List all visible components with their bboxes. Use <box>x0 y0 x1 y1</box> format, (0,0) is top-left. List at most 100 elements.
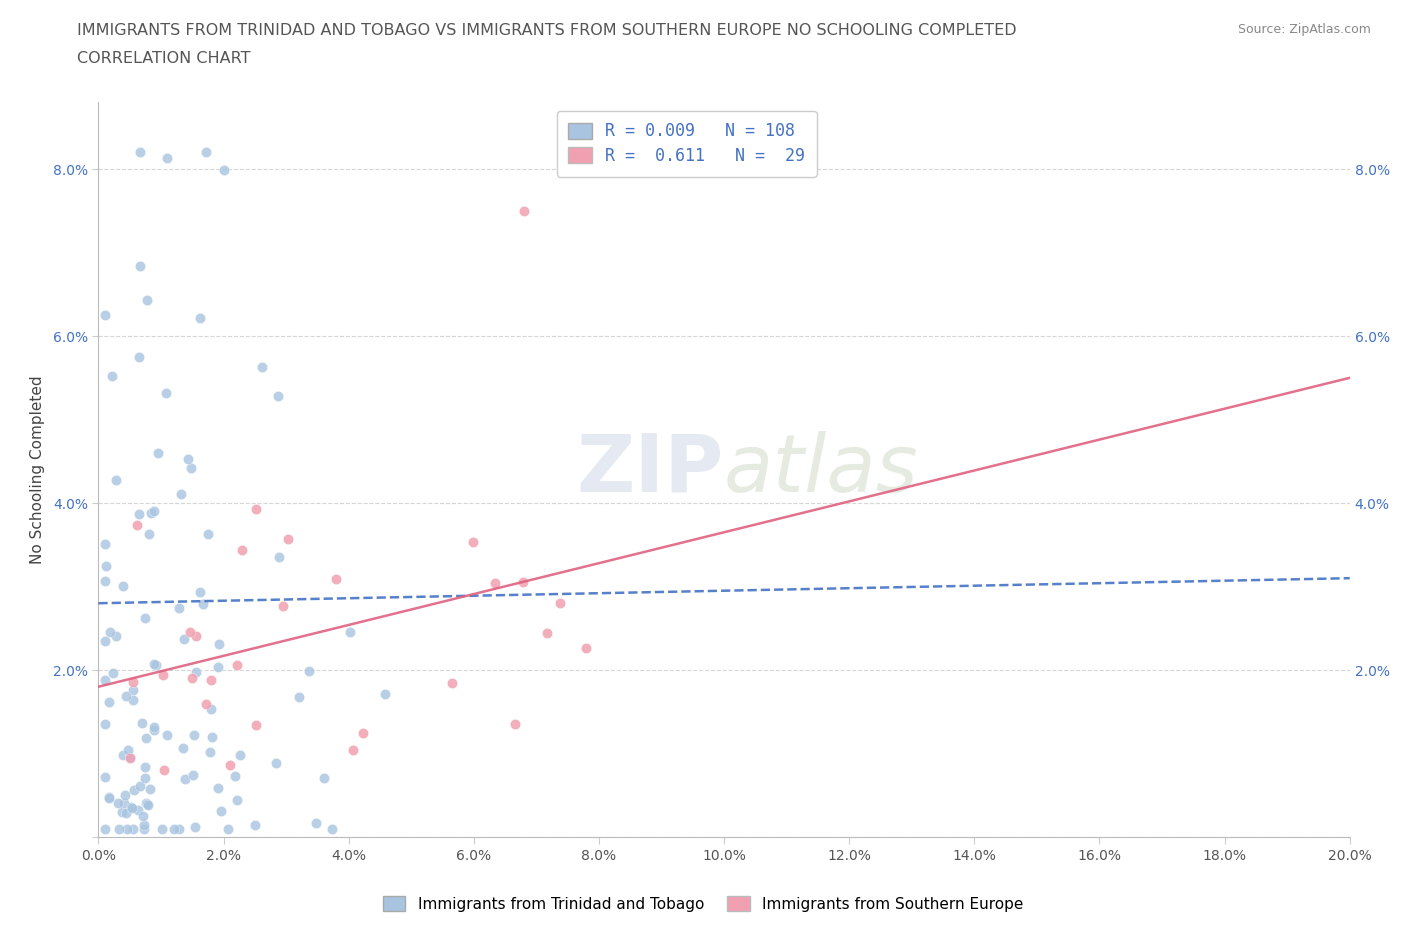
Legend: R = 0.009   N = 108, R =  0.611   N =  29: R = 0.009 N = 108, R = 0.611 N = 29 <box>557 111 817 177</box>
Point <box>312 771 335 786</box>
Point <box>321 821 343 836</box>
Point <box>177 451 200 466</box>
Point <box>200 701 222 716</box>
Point <box>104 629 127 644</box>
Point <box>143 503 166 518</box>
Point <box>266 756 288 771</box>
Point <box>93 307 115 322</box>
Point <box>200 745 222 760</box>
Point <box>146 445 169 460</box>
Point <box>267 389 290 404</box>
Point <box>183 727 205 742</box>
Point <box>163 821 186 836</box>
Point <box>173 771 195 786</box>
Point <box>94 558 117 573</box>
Point <box>201 729 224 744</box>
Y-axis label: No Schooling Completed: No Schooling Completed <box>30 376 45 564</box>
Point <box>252 360 274 375</box>
Point <box>118 751 141 765</box>
Point <box>136 796 159 811</box>
Point <box>352 725 374 740</box>
Point <box>167 821 190 836</box>
Point <box>111 804 134 819</box>
Point <box>111 747 134 762</box>
Point <box>181 767 204 782</box>
Point <box>267 550 290 565</box>
Point <box>271 599 294 614</box>
Point <box>143 723 166 737</box>
Point <box>218 757 240 772</box>
Point <box>207 781 229 796</box>
Point <box>208 637 231 652</box>
Point <box>93 770 115 785</box>
Point <box>134 760 156 775</box>
Point <box>461 535 484 550</box>
Point <box>93 821 115 836</box>
Point <box>184 629 207 644</box>
Point <box>134 770 156 785</box>
Text: Source: ZipAtlas.com: Source: ZipAtlas.com <box>1237 23 1371 36</box>
Point <box>122 674 145 689</box>
Point <box>120 800 142 815</box>
Point <box>339 625 361 640</box>
Point <box>101 368 124 383</box>
Point <box>93 633 115 648</box>
Point <box>135 293 157 308</box>
Point <box>122 683 145 698</box>
Point <box>173 631 195 646</box>
Point <box>142 720 165 735</box>
Point <box>131 715 153 730</box>
Text: ZIP: ZIP <box>576 431 724 509</box>
Point <box>191 596 214 611</box>
Point <box>305 816 328 830</box>
Point <box>127 803 149 817</box>
Point <box>195 697 218 711</box>
Point <box>277 531 299 546</box>
Point <box>503 716 526 731</box>
Point <box>186 664 208 679</box>
Point <box>170 486 193 501</box>
Point <box>122 693 145 708</box>
Point <box>112 795 135 810</box>
Point <box>138 526 160 541</box>
Legend: Immigrants from Trinidad and Tobago, Immigrants from Southern Europe: Immigrants from Trinidad and Tobago, Imm… <box>377 890 1029 918</box>
Point <box>115 806 138 821</box>
Point <box>134 610 156 625</box>
Text: atlas: atlas <box>724 431 920 509</box>
Point <box>212 163 235 178</box>
Point <box>225 792 247 807</box>
Point <box>209 804 232 818</box>
Point <box>93 672 115 687</box>
Point <box>114 787 136 802</box>
Point <box>536 625 558 640</box>
Point <box>143 657 166 671</box>
Point <box>107 795 129 810</box>
Point <box>153 763 176 777</box>
Point <box>374 686 396 701</box>
Point <box>167 601 190 616</box>
Point <box>224 769 246 784</box>
Point <box>128 350 150 365</box>
Text: CORRELATION CHART: CORRELATION CHART <box>77 51 250 66</box>
Text: IMMIGRANTS FROM TRINIDAD AND TOBAGO VS IMMIGRANTS FROM SOUTHERN EUROPE NO SCHOOL: IMMIGRANTS FROM TRINIDAD AND TOBAGO VS I… <box>77 23 1017 38</box>
Point <box>243 817 266 832</box>
Point <box>132 821 155 836</box>
Point <box>128 145 150 160</box>
Point <box>98 695 121 710</box>
Point <box>184 819 207 834</box>
Point <box>575 641 598 656</box>
Point <box>121 801 143 816</box>
Point <box>188 584 211 599</box>
Point <box>115 821 138 836</box>
Point <box>117 742 139 757</box>
Point <box>107 821 129 836</box>
Point <box>128 506 150 521</box>
Point <box>145 658 167 672</box>
Point <box>98 790 121 805</box>
Point <box>139 781 162 796</box>
Point <box>156 151 179 166</box>
Point <box>139 506 162 521</box>
Point <box>98 625 121 640</box>
Point <box>132 817 155 832</box>
Point <box>441 675 464 690</box>
